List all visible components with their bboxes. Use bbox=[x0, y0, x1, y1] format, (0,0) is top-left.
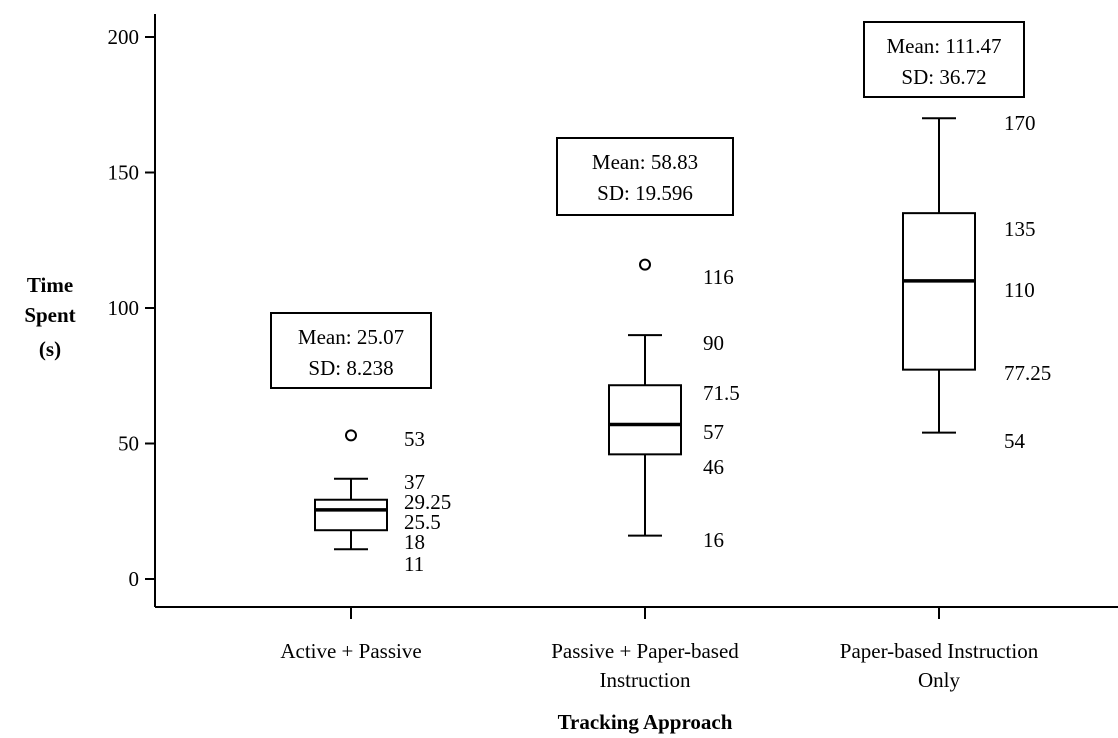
stats-mean: Mean: 58.83 bbox=[592, 150, 698, 174]
outlier-point bbox=[345, 429, 357, 442]
value-label: 170 bbox=[1004, 111, 1036, 135]
stats-box bbox=[556, 137, 734, 216]
y-tick-label: 150 bbox=[108, 161, 140, 185]
value-label: 53 bbox=[404, 427, 425, 451]
value-label: 16 bbox=[703, 528, 724, 552]
x-category-label: Paper-based Instruction bbox=[840, 639, 1039, 663]
value-label: 29.25 bbox=[404, 490, 451, 514]
x-category-label: Only bbox=[918, 668, 961, 692]
y-tick-label: 100 bbox=[108, 296, 140, 320]
y-axis-title: Spent bbox=[24, 303, 75, 327]
stats-sd: SD: 8.238 bbox=[308, 356, 393, 380]
value-label: 77.25 bbox=[1004, 361, 1051, 385]
y-tick-label: 200 bbox=[108, 25, 140, 49]
x-category-label: Active + Passive bbox=[280, 639, 421, 663]
x-axis-title: Tracking Approach bbox=[558, 710, 733, 734]
value-label: 110 bbox=[1004, 278, 1035, 302]
axes: 0 50 100 150 200 Time Spent (s) Tracking Approac… bbox=[24, 14, 1118, 734]
value-label: 37 bbox=[404, 470, 425, 494]
value-label: 46 bbox=[703, 455, 724, 479]
value-label: 90 bbox=[703, 331, 724, 355]
value-label: 71.5 bbox=[703, 381, 740, 405]
stats-sd: SD: 19.596 bbox=[597, 181, 693, 205]
value-label: 135 bbox=[1004, 217, 1036, 241]
value-label: 18 bbox=[404, 530, 425, 554]
value-label: 116 bbox=[703, 265, 734, 289]
stats-mean: Mean: 25.07 bbox=[298, 325, 404, 349]
outlier-point bbox=[639, 258, 651, 271]
iqr-box bbox=[902, 212, 976, 371]
stats-sd: SD: 36.72 bbox=[901, 65, 986, 89]
value-label: 11 bbox=[404, 552, 424, 576]
y-tick-label: 0 bbox=[129, 567, 140, 591]
box-series bbox=[314, 117, 976, 551]
stats-box bbox=[863, 21, 1025, 98]
value-label: 57 bbox=[703, 420, 724, 444]
iqr-box bbox=[314, 498, 388, 532]
value-label: 54 bbox=[1004, 429, 1026, 453]
x-category-label: Passive + Paper-based bbox=[551, 639, 739, 663]
x-category-label: Instruction bbox=[600, 668, 691, 692]
stats-mean: Mean: 111.47 bbox=[886, 34, 1001, 58]
y-tick-label: 50 bbox=[118, 432, 139, 456]
y-axis-title: (s) bbox=[39, 337, 61, 361]
stats-box bbox=[270, 312, 432, 389]
y-axis-title: Time bbox=[27, 273, 73, 297]
iqr-box bbox=[608, 384, 682, 456]
value-label: 25.5 bbox=[404, 510, 441, 534]
